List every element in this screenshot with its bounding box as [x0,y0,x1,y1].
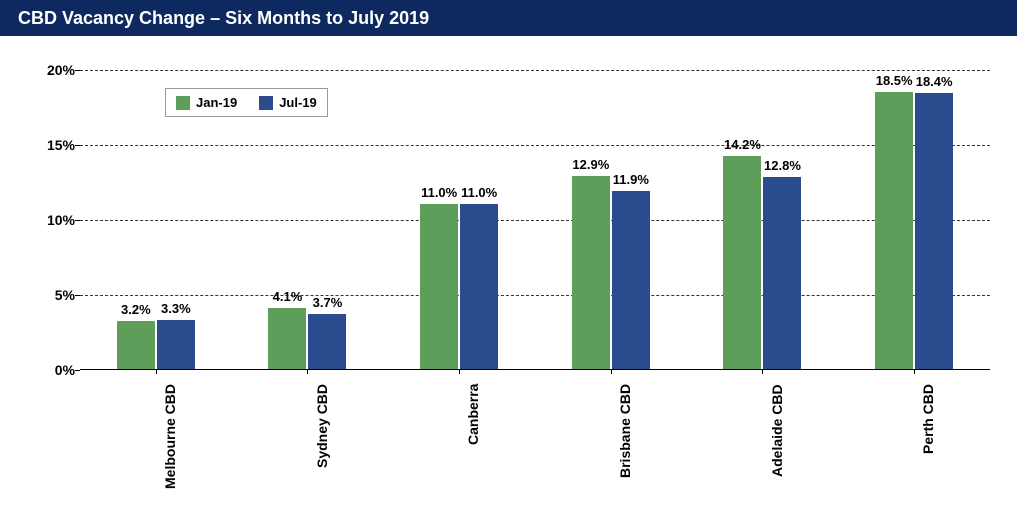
bar [915,93,953,369]
chart-title-bar: CBD Vacancy Change – Six Months to July … [0,0,1017,36]
y-tick [75,370,80,371]
bar-group: 14.2% 12.8% [687,70,839,369]
bar [308,314,346,370]
y-axis-label: 20% [35,62,75,78]
bar-value-label: 18.4% [904,74,964,89]
bar [420,204,458,369]
bar-value-label: 12.8% [752,158,812,173]
bar [460,204,498,369]
bar-value-label: 3.3% [146,301,206,316]
y-axis-label: 5% [35,287,75,303]
bar [723,156,761,369]
chart-title: CBD Vacancy Change – Six Months to July … [18,8,429,28]
bar-value-label: 11.0% [449,185,509,200]
bar [157,320,195,370]
bar-value-label: 3.7% [297,295,357,310]
bar [117,321,155,369]
bar-group: 12.9%11.9% [535,70,687,369]
x-tick [611,369,612,374]
bar-group: 3.2%3.3% [80,70,232,369]
bar-group: 4.1%3.7% [232,70,384,369]
x-axis-label: Canberra [465,384,481,445]
bar [268,308,306,370]
bar [572,176,610,370]
bar-value-label: 14.2% [712,137,772,152]
bar-value-label: 11.9% [601,172,661,187]
x-tick [307,369,308,374]
y-axis-label: 0% [35,362,75,378]
bar-group: 11.0%11.0% [383,70,535,369]
bar-group: 18.5%18.4% [838,70,990,369]
x-tick [459,369,460,374]
y-axis-label: 15% [35,137,75,153]
x-axis-label: Sydney CBD [314,384,330,468]
chart-area: Jan-19Jul-19 0%5%10%15%20%3.2%3.3%Melbou… [30,60,1000,510]
bar-value-label: 12.9% [561,157,621,172]
y-axis-label: 10% [35,212,75,228]
bar [763,177,801,369]
bar [875,92,913,370]
plot-region: Jan-19Jul-19 0%5%10%15%20%3.2%3.3%Melbou… [80,70,990,370]
x-tick [914,369,915,374]
x-axis-label: Perth CBD [920,384,936,454]
x-tick [156,369,157,374]
bar [612,191,650,370]
x-axis-label: Adelaide CBD [769,384,785,477]
x-axis-label: Brisbane CBD [617,384,633,478]
x-axis-label: Melbourne CBD [162,384,178,489]
x-tick [762,369,763,374]
